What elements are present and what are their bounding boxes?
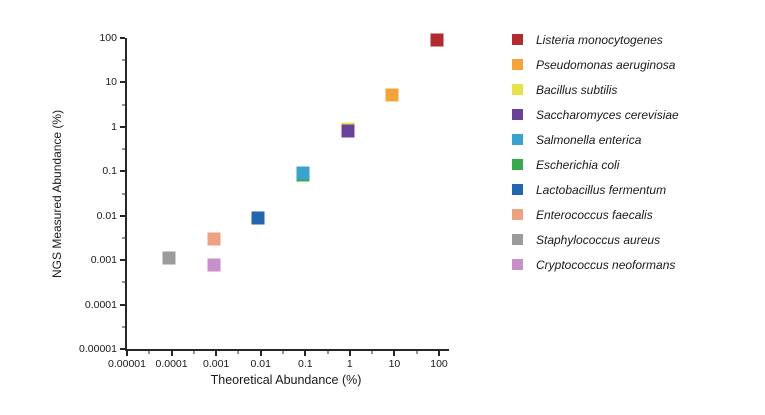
legend-swatch	[512, 159, 523, 170]
legend-swatch	[512, 109, 523, 120]
x-axis-tick	[215, 351, 218, 356]
legend-item: Bacillus subtilis	[512, 77, 679, 102]
y-axis-minor-tick	[122, 281, 125, 283]
x-tick-label: 0.1	[297, 358, 313, 370]
legend-item: Cryptococcus neoformans	[512, 252, 679, 277]
x-axis-minor-tick	[327, 351, 329, 354]
y-tick-label: 0.01	[96, 209, 117, 222]
data-point-pseudomonas-aeruginosa	[385, 88, 399, 102]
y-axis-tick	[120, 37, 125, 39]
y-tick-label: 0.00001	[79, 343, 117, 355]
legend-swatch	[512, 59, 523, 70]
y-axis-tick	[120, 170, 125, 173]
y-axis-minor-tick	[122, 326, 125, 328]
legend-item: Staphylococcus aureus	[512, 227, 679, 252]
x-axis-tick	[393, 351, 396, 356]
y-tick-label: 1	[111, 120, 117, 133]
x-axis-minor-tick	[416, 351, 418, 354]
legend-item: Pseudomonas aeruginosa	[512, 52, 679, 77]
x-axis-tick	[259, 351, 262, 356]
data-point-staphylococcus-aureus	[162, 251, 176, 265]
legend-item: Saccharomyces cerevisiae	[512, 102, 679, 127]
x-axis-minor-tick	[237, 351, 239, 354]
legend-item: Enterococcus faecalis	[512, 202, 679, 227]
y-axis-minor-tick	[122, 148, 125, 150]
x-tick-label: 10	[388, 358, 401, 370]
y-axis-minor-tick	[122, 237, 125, 239]
data-point-listeria-monocytogenes	[430, 33, 444, 47]
x-axis-minor-tick	[148, 351, 150, 354]
legend-swatch	[512, 259, 523, 270]
legend-label: Salmonella enterica	[536, 132, 642, 147]
plot-area: 0.00001 0.0001 0.001 0.01 0.1 1 10 100 100 10 1 0.1…	[79, 32, 449, 370]
x-axis-tick	[304, 351, 307, 356]
legend-label: Pseudomonas aeruginosa	[536, 57, 676, 72]
legend-label: Staphylococcus aureus	[536, 232, 661, 247]
legend-label: Escherichia coli	[536, 157, 620, 172]
data-point-enterococcus-faecalis	[207, 232, 221, 246]
y-axis-tick	[120, 259, 125, 262]
y-tick-label: 0.0001	[84, 298, 117, 311]
y-tick-label: 100	[99, 32, 117, 44]
x-tick-label: 0.00001	[108, 358, 146, 370]
y-axis-tick	[120, 303, 125, 306]
y-tick-label: 10	[105, 76, 117, 89]
data-point-lactobacillus-fermentum	[251, 211, 265, 225]
y-tick-label: 0.1	[102, 165, 117, 178]
x-axis-minor-tick	[371, 351, 373, 354]
x-tick-label: 0.0001	[155, 358, 188, 370]
legend-swatch	[512, 84, 523, 95]
y-axis-tick	[120, 214, 125, 217]
y-tick-label: 0.001	[90, 254, 117, 267]
y-axis-tick	[120, 125, 125, 128]
legend-item: Escherichia coli	[512, 152, 679, 177]
legend-label: Listeria monocytogenes	[536, 32, 663, 47]
x-tick-label: 1	[346, 358, 353, 370]
x-axis-tick	[438, 351, 440, 356]
y-axis-minor-tick	[122, 104, 125, 106]
y-axis-tick	[120, 348, 125, 350]
legend-item: Lactobacillus fermentum	[512, 177, 679, 202]
legend-label: Lactobacillus fermentum	[536, 182, 667, 197]
x-axis-tick	[170, 351, 173, 356]
x-tick-label: 0.01	[250, 358, 271, 370]
legend-label: Cryptococcus neoformans	[536, 257, 676, 272]
legend-swatch	[512, 34, 523, 45]
x-axis-tick	[348, 351, 351, 356]
legend-item: Listeria monocytogenes	[512, 27, 679, 52]
legend-label: Saccharomyces cerevisiae	[536, 107, 679, 122]
x-axis-title: Theoretical Abundance (%)	[210, 373, 362, 387]
legend-label: Bacillus subtilis	[536, 82, 618, 97]
y-axis-minor-tick	[122, 59, 125, 61]
legend-swatch	[512, 234, 523, 245]
y-axis-title: NGS Measured Abundance (%)	[50, 109, 64, 278]
y-axis-tick	[120, 81, 125, 84]
x-tick-label: 0.001	[203, 358, 230, 370]
legend-swatch	[512, 184, 523, 195]
data-point-saccharomyces-cerevisiae	[341, 124, 355, 138]
data-point-salmonella-enterica	[296, 166, 310, 180]
x-axis-tick	[126, 351, 128, 356]
data-point-cryptococcus-neoformans	[207, 258, 221, 272]
legend-swatch	[512, 134, 523, 145]
x-axis-minor-tick	[193, 351, 195, 354]
legend: Listeria monocytogenes Pseudomonas aerugi…	[512, 27, 679, 277]
legend-label: Enterococcus faecalis	[536, 207, 653, 222]
x-tick-label: 100	[430, 358, 448, 370]
x-axis-minor-tick	[282, 351, 284, 354]
y-axis-minor-tick	[122, 193, 125, 194]
legend-item: Salmonella enterica	[512, 127, 679, 152]
legend-swatch	[512, 209, 523, 220]
